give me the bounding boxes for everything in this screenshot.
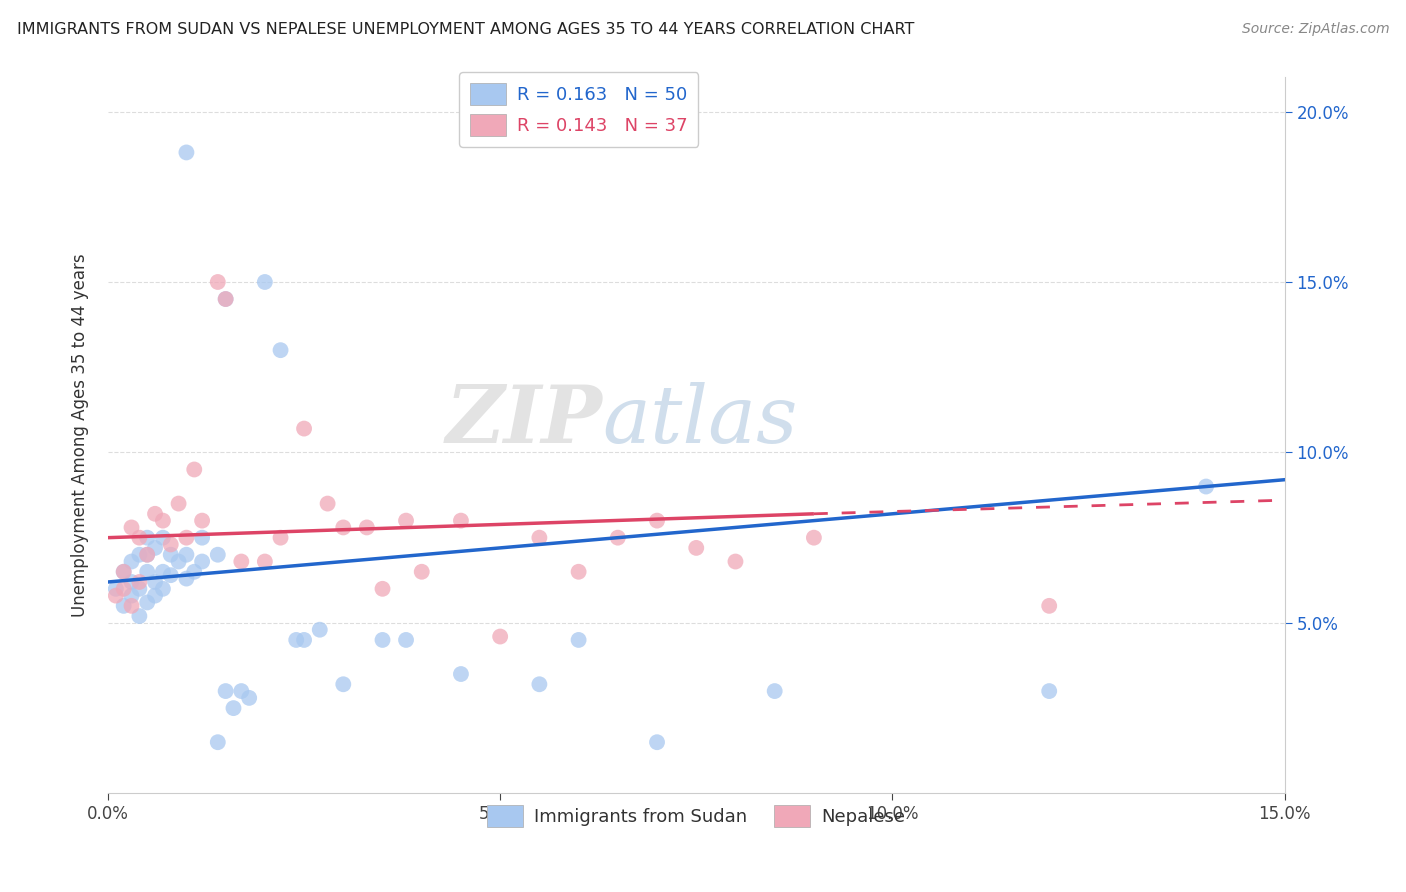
Point — [121, 599, 143, 613]
Point — [645, 514, 668, 528]
Point — [176, 145, 198, 160]
Y-axis label: Unemployment Among Ages 35 to 44 years: Unemployment Among Ages 35 to 44 years — [72, 253, 89, 617]
Point — [214, 292, 236, 306]
Point — [191, 555, 214, 569]
Point — [450, 667, 472, 681]
Point — [356, 520, 378, 534]
Point — [411, 565, 433, 579]
Point — [214, 292, 236, 306]
Point — [191, 531, 214, 545]
Point — [176, 572, 198, 586]
Point — [112, 565, 135, 579]
Point — [167, 555, 190, 569]
Text: Source: ZipAtlas.com: Source: ZipAtlas.com — [1241, 22, 1389, 37]
Point — [176, 531, 198, 545]
Point — [152, 514, 174, 528]
Point — [159, 568, 181, 582]
Point — [332, 520, 354, 534]
Point — [270, 531, 292, 545]
Point — [183, 565, 205, 579]
Point — [159, 537, 181, 551]
Point — [395, 514, 418, 528]
Point — [136, 548, 159, 562]
Point — [121, 574, 143, 589]
Point — [285, 632, 308, 647]
Point — [231, 684, 253, 698]
Point — [112, 565, 135, 579]
Point — [529, 531, 551, 545]
Legend: Immigrants from Sudan, Nepalese: Immigrants from Sudan, Nepalese — [479, 798, 912, 834]
Point — [450, 514, 472, 528]
Point — [104, 589, 127, 603]
Point — [128, 574, 150, 589]
Point — [395, 632, 418, 647]
Point — [176, 548, 198, 562]
Point — [128, 531, 150, 545]
Point — [803, 531, 825, 545]
Point — [606, 531, 628, 545]
Point — [112, 599, 135, 613]
Point — [1038, 684, 1060, 698]
Point — [214, 684, 236, 698]
Point — [529, 677, 551, 691]
Point — [231, 555, 253, 569]
Point — [270, 343, 292, 358]
Point — [568, 565, 591, 579]
Point — [152, 582, 174, 596]
Point — [128, 582, 150, 596]
Point — [159, 548, 181, 562]
Point — [489, 630, 512, 644]
Point — [136, 548, 159, 562]
Point — [1195, 479, 1218, 493]
Point — [332, 677, 354, 691]
Point — [207, 275, 229, 289]
Point — [763, 684, 786, 698]
Point — [121, 520, 143, 534]
Point — [128, 609, 150, 624]
Point — [143, 507, 166, 521]
Point — [128, 548, 150, 562]
Point — [316, 497, 339, 511]
Point — [308, 623, 330, 637]
Point — [167, 497, 190, 511]
Point — [371, 582, 394, 596]
Point — [143, 541, 166, 555]
Point — [121, 555, 143, 569]
Point — [152, 531, 174, 545]
Point — [1038, 599, 1060, 613]
Point — [371, 632, 394, 647]
Point — [568, 632, 591, 647]
Point — [136, 531, 159, 545]
Point — [207, 735, 229, 749]
Point — [253, 275, 276, 289]
Point — [222, 701, 245, 715]
Point — [152, 565, 174, 579]
Point — [724, 555, 747, 569]
Point — [121, 589, 143, 603]
Point — [104, 582, 127, 596]
Point — [191, 514, 214, 528]
Point — [253, 555, 276, 569]
Point — [183, 462, 205, 476]
Point — [136, 595, 159, 609]
Point — [112, 582, 135, 596]
Text: ZIP: ZIP — [446, 383, 602, 460]
Point — [645, 735, 668, 749]
Point — [136, 565, 159, 579]
Point — [238, 690, 260, 705]
Text: IMMIGRANTS FROM SUDAN VS NEPALESE UNEMPLOYMENT AMONG AGES 35 TO 44 YEARS CORRELA: IMMIGRANTS FROM SUDAN VS NEPALESE UNEMPL… — [17, 22, 914, 37]
Point — [292, 632, 315, 647]
Point — [143, 574, 166, 589]
Point — [292, 421, 315, 435]
Point — [143, 589, 166, 603]
Text: atlas: atlas — [602, 383, 797, 460]
Point — [685, 541, 707, 555]
Point — [207, 548, 229, 562]
